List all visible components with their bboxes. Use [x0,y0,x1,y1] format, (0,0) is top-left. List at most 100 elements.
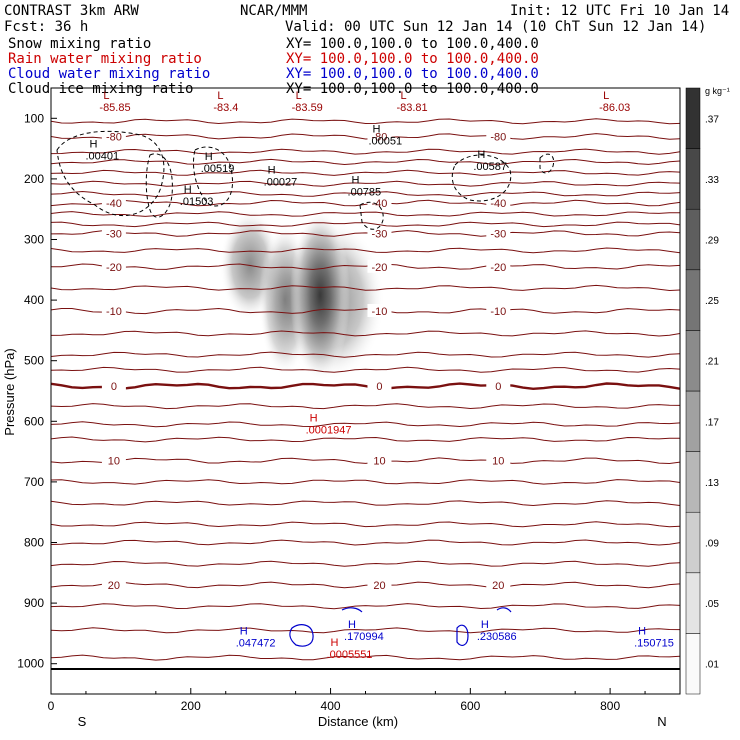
colorbar-swatch [685,87,701,149]
isotherm-line [51,351,680,358]
isotherm-line [51,284,680,292]
isotherm-line [51,539,680,546]
isotherm-label: -40 [106,198,122,210]
isotherm-line [51,560,680,567]
isotherm-label-bg [367,129,392,143]
extremum-value: -83.81 [396,102,427,114]
extremum-marker: L [103,90,109,102]
colorbar-label: .33 [705,175,719,186]
field-snow-xy: XY= 100.0,100.0 to 100.0,400.0 [286,36,539,52]
colorbar-swatch [685,572,701,634]
isotherm-line [51,169,680,176]
extremum-value: .01503 [180,196,214,208]
isotherm-line [51,382,680,391]
extremum-value: .230586 [477,631,517,643]
isotherm-label-bg [486,577,511,591]
isotherm-label: 20 [108,580,120,592]
isotherm-line [51,330,680,337]
colorbar-label: .01 [705,660,719,671]
extremum-marker: H [205,151,213,163]
isotherm-label: -80 [490,131,506,143]
extremum-marker: H [477,149,485,161]
isotherm-label: -40 [490,198,506,210]
colorbar-label: .09 [705,539,719,550]
isotherm-label-bg [101,304,126,318]
cloud-water-contour-3 [341,607,363,613]
isotherm-line [51,158,680,166]
cloud-ice-contour-3 [193,146,234,207]
isotherm-label-bg [367,453,392,467]
isotherm-label: 20 [492,580,504,592]
extremum-value: -86.03 [599,102,630,114]
isotherm-line [51,190,680,198]
temperature-contours: -80 -80 -80 -40 -40 -40 -30 -30 -30 -20 -20 -20 -10 -… [51,118,680,661]
institution: NCAR/MMM [240,3,307,19]
isotherm-label-bg [367,304,392,318]
cloud-ice-contours [56,130,555,230]
field-cloudwater-name: Cloud water mixing ratio [8,66,210,82]
y-tick-label: 200 [24,172,44,186]
isotherm-label: 20 [373,580,385,592]
isotherm-label-bg [101,577,126,591]
isotherm-label: -10 [106,306,122,318]
isotherm-label: -10 [490,306,506,318]
isotherm-line [51,500,680,507]
y-tick-label: 400 [24,293,44,307]
cloud-ice-contour-5 [539,153,555,174]
isotherm-line [51,180,680,187]
colorbar-label: .37 [705,114,719,125]
field-rain-xy: XY= 100.0,100.0 to 100.0,400.0 [286,51,539,67]
colorbar-swatch [685,390,701,452]
isotherm-line [51,403,680,410]
field-rain-name: Rain water mixing ratio [8,51,202,67]
colorbar-label: .29 [705,236,719,247]
isotherm-label-bg [486,226,511,240]
isotherm-label: 0 [495,381,501,393]
isotherm-label: 0 [111,381,117,393]
isotherm-label-bg [101,259,126,273]
colorbar-swatch [685,208,701,271]
colorbar-swatch [685,451,701,513]
isotherm-label: 10 [108,456,120,468]
extremum-marker: H [372,124,380,136]
isotherm-line [51,133,680,140]
isotherm-label-bg [101,196,126,210]
init-time: Init: 12 UTC Fri 10 Jan 14 [510,3,729,19]
isotherm-line [51,307,680,315]
extremum-value: .00051 [368,136,402,148]
colorbar-label: .05 [705,599,719,610]
y-axis: 100 200 300 400 500 600 700 800 900 1000 [17,111,57,671]
isotherm-line [51,457,680,465]
extremum-marker: H [352,174,360,186]
isotherm-label-bg [101,453,126,467]
colorbar-label: .21 [705,357,719,368]
extremum-marker: H [240,625,248,637]
snow-shading [220,210,385,380]
colorbar-swatch [685,330,701,392]
x-tick-label: 0 [48,699,55,713]
isotherm-label-bg [486,453,511,467]
snow-core-east [290,210,350,380]
isotherm-line [51,263,680,271]
isotherm-label-bg [101,129,126,143]
x-tick-label: 600 [460,699,480,713]
model-title: CONTRAST 3km ARW [4,3,139,19]
south-label: S [78,714,87,729]
cloud-ice-contour-6 [359,201,384,230]
valid-time: Valid: 00 UTC Sun 12 Jan 14 (10 ChT Sun … [285,19,706,35]
x-axis: 0 200 400 600 800 [48,688,646,713]
y-tick-label: 700 [24,475,44,489]
y-tick-label: 1000 [17,657,44,671]
extremum-value: .170994 [344,631,384,643]
extremum-value: .00027 [264,177,298,189]
y-tick-label: 800 [24,536,44,550]
y-tick-label: 900 [24,596,44,610]
cloud-water-contour-4 [496,607,512,613]
cloud-water-contour-2 [456,624,469,646]
isotherm-label: -80 [106,131,122,143]
extremum-marker: H [638,625,646,637]
cloud-ice-contour-2 [145,153,173,218]
isotherm-line [51,221,680,228]
extremum-marker: H [184,184,192,196]
